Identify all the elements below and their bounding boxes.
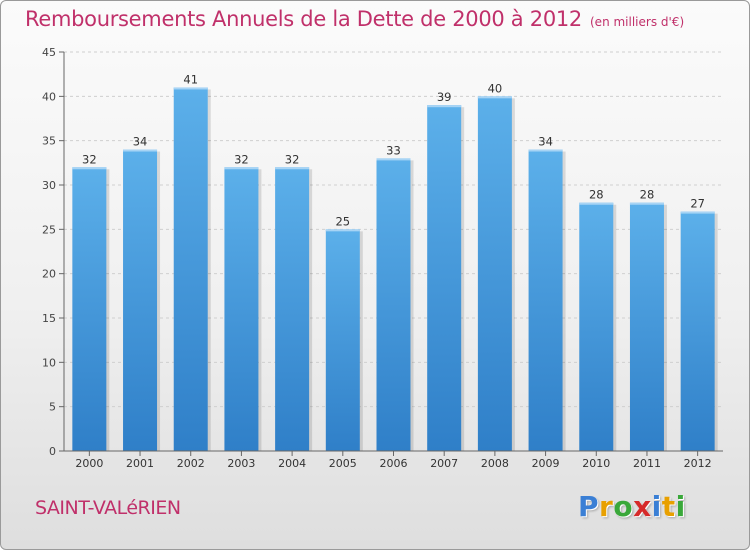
logo-letter: r [599, 490, 614, 523]
bar-value-label: 40 [488, 81, 503, 95]
bar-value-label: 32 [234, 152, 249, 166]
proxiti-logo: Proxiti [578, 490, 686, 523]
bar [275, 167, 310, 451]
bar [376, 158, 411, 451]
bar [629, 202, 664, 451]
bar-top-highlight [72, 167, 107, 170]
bar [224, 167, 259, 451]
bar-value-label: 25 [335, 214, 350, 228]
bar [123, 149, 158, 452]
bar-value-label: 27 [690, 197, 705, 211]
y-tick-label: 10 [42, 356, 56, 369]
bar-value-label: 41 [183, 72, 198, 86]
x-tick-label: 2006 [380, 457, 408, 470]
bar-top-highlight [275, 167, 310, 170]
y-tick-label: 0 [49, 445, 56, 458]
x-tick-label: 2004 [278, 457, 306, 470]
chart-title-text: Remboursements Annuels de la Dette de 20… [25, 7, 582, 31]
x-tick-label: 2002 [177, 457, 205, 470]
x-tick-label: 2000 [75, 457, 103, 470]
x-tick-label: 2005 [329, 457, 357, 470]
x-tick-label: 2008 [481, 457, 509, 470]
bar-value-label: 32 [285, 152, 300, 166]
x-tick-label: 2012 [684, 457, 712, 470]
bar-top-highlight [224, 167, 259, 170]
bar-value-label: 39 [437, 90, 452, 104]
y-tick-label: 15 [42, 312, 56, 325]
bar-value-label: 33 [386, 143, 401, 157]
bar-value-label: 32 [82, 152, 97, 166]
y-tick-label: 30 [42, 179, 56, 192]
logo-letter: i [675, 490, 686, 523]
bar-value-label: 28 [640, 188, 655, 202]
bar [680, 211, 715, 451]
y-tick-label: 45 [42, 46, 56, 59]
bar-top-highlight [123, 149, 158, 152]
bar-top-highlight [477, 96, 512, 99]
logo-letter: t [661, 490, 676, 523]
x-tick-label: 2009 [532, 457, 560, 470]
chart-unit: (en milliers d'€) [590, 15, 685, 29]
bar-top-highlight [629, 202, 664, 205]
x-tick-label: 2011 [633, 457, 661, 470]
bar [579, 202, 614, 451]
bar-top-highlight [325, 229, 360, 232]
logo-letter: P [578, 490, 600, 523]
y-tick-label: 5 [49, 401, 56, 414]
logo-letter: o [613, 490, 634, 523]
bar [427, 105, 462, 451]
logo-letter: i [651, 490, 662, 523]
y-tick-label: 35 [42, 135, 56, 148]
bar-value-label: 34 [133, 135, 148, 149]
bar-top-highlight [579, 202, 614, 205]
x-tick-label: 2003 [227, 457, 255, 470]
bar-top-highlight [173, 87, 208, 90]
bar [477, 96, 512, 451]
x-tick-label: 2001 [126, 457, 154, 470]
x-tick-label: 2010 [582, 457, 610, 470]
bar-value-label: 34 [538, 135, 553, 149]
bar-top-highlight [680, 211, 715, 214]
x-tick-label: 2007 [430, 457, 458, 470]
y-tick-label: 25 [42, 223, 56, 236]
y-tick-label: 20 [42, 268, 56, 281]
y-tick-label: 40 [42, 90, 56, 103]
bar [528, 149, 563, 452]
bar-top-highlight [376, 158, 411, 161]
chart-title: Remboursements Annuels de la Dette de 20… [25, 7, 684, 31]
bar [325, 229, 360, 451]
bar-top-highlight [427, 105, 462, 108]
bar [173, 87, 208, 451]
bar [72, 167, 107, 451]
bar-top-highlight [528, 149, 563, 152]
logo-letter: x [633, 490, 652, 523]
bar-value-label: 28 [589, 188, 604, 202]
city-name: SAINT-VALéRIEN [35, 497, 181, 519]
